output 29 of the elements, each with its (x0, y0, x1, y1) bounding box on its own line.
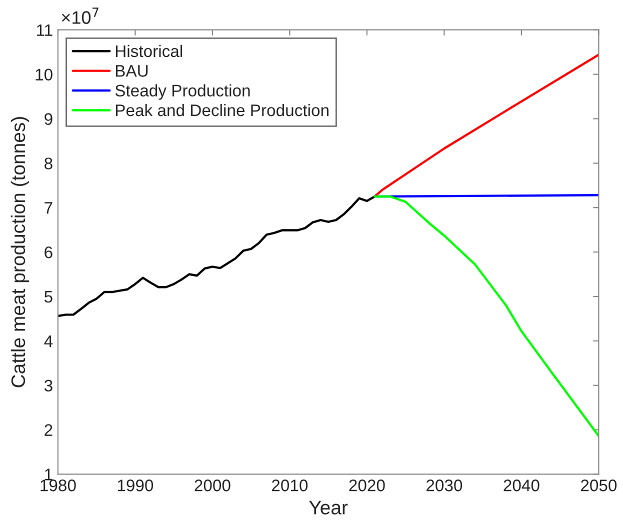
y-tick-label: 5 (44, 291, 52, 303)
x-tick-label: 2010 (272, 480, 308, 492)
legend-label: BAU (116, 65, 148, 77)
x-axis-title: Year (309, 500, 348, 514)
y-tick-label: 6 (44, 246, 52, 258)
y-tick-label: 9 (44, 113, 52, 125)
x-tick-label: 2050 (581, 480, 617, 492)
x-tick-label: 2020 (349, 480, 385, 492)
text: ×10$^{7}$ (62, 8, 98, 24)
legend-label: Historical (116, 44, 182, 58)
y-axis-title: Cattle meat production (tonnes) (10, 117, 29, 388)
x-tick-label: 1990 (118, 480, 154, 492)
line-series (374, 54, 599, 198)
x-tick-label: 1980 (40, 480, 76, 492)
line-series (58, 195, 376, 318)
y-tick-label: 10 (36, 68, 52, 81)
y-tick-label: 4 (44, 335, 53, 347)
y-tick-label: 7 (44, 202, 52, 214)
legend-label: Steady Production (115, 84, 250, 100)
x-tick-label: 2040 (504, 480, 540, 492)
y-tick-label: 8 (44, 158, 52, 170)
x-tick-label: 2030 (426, 480, 462, 492)
y-tick-label: 3 (44, 380, 52, 392)
x-tick-label: 2000 (194, 480, 230, 492)
line-series (374, 195, 599, 438)
y-tick-label: 11 (37, 24, 52, 36)
legend-label: Peak and Decline Production (116, 104, 328, 116)
y-tick-label: 1 (45, 468, 52, 480)
y-tick-label: 2 (44, 424, 52, 436)
